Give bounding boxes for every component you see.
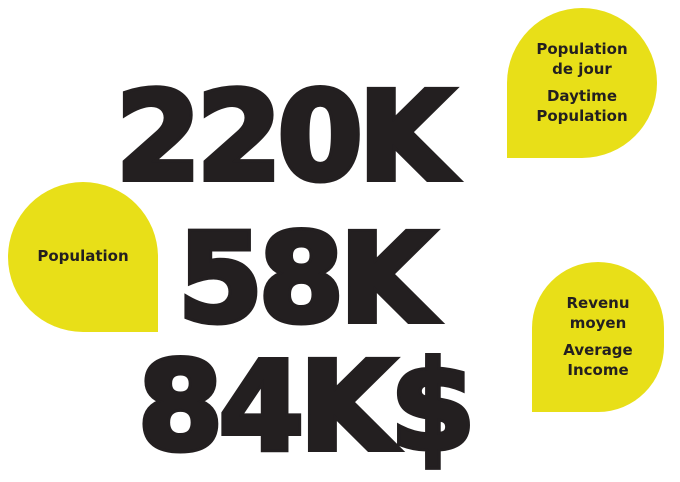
average-income-label-en-1: Average	[563, 341, 633, 359]
daytime-population-bubble: Population de jour Daytime Population	[507, 8, 657, 158]
average-income-label-fr-1: Revenu	[566, 294, 630, 312]
daytime-population-label-fr-1: Population	[536, 40, 628, 58]
average-income-label-en-2: Income	[567, 360, 629, 379]
average-income-bubble: Revenu moyen Average Income	[532, 262, 664, 412]
population-label: Population	[37, 247, 129, 266]
average-income-label-fr-2: moyen	[569, 313, 627, 332]
average-income-value: 84K$	[135, 336, 478, 478]
daytime-population-label-en-2: Population	[536, 106, 628, 125]
population-bubble: Population	[8, 182, 158, 332]
daytime-population-value: 220K	[113, 66, 456, 208]
population-value: 58K	[175, 208, 437, 350]
daytime-population-label-en-1: Daytime	[546, 87, 617, 105]
daytime-population-label-fr-2: de jour	[552, 59, 612, 78]
